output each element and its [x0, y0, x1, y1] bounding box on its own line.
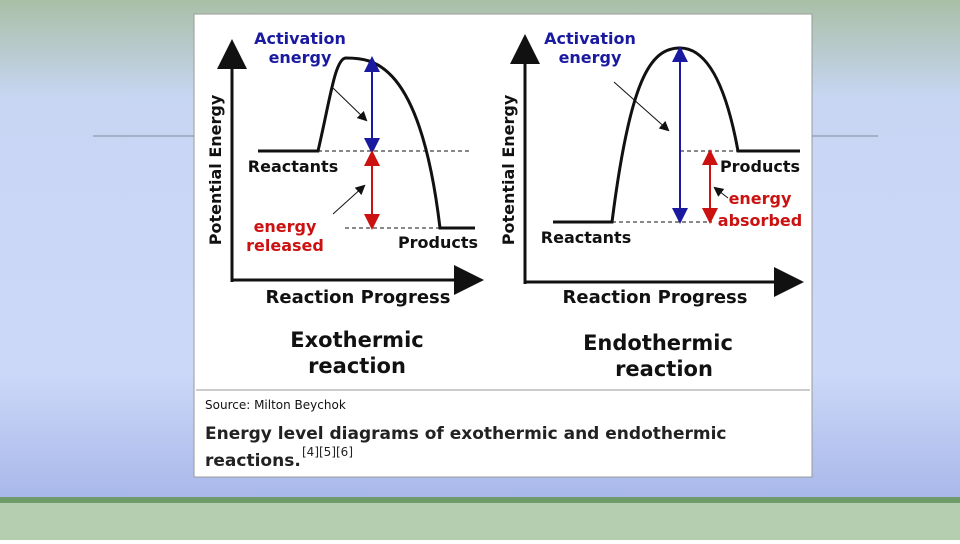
- footer-line: [0, 497, 960, 503]
- y-axis-label: Potential Energy: [499, 94, 518, 245]
- caption: reaction: [308, 354, 406, 378]
- description: reactions.: [205, 451, 301, 471]
- references: [4][5][6]: [302, 445, 353, 459]
- energy-label: energy: [254, 217, 317, 236]
- reactants-label: Reactants: [541, 228, 631, 247]
- pointer: [332, 184, 366, 215]
- pointer: [613, 81, 670, 132]
- description: Energy level diagrams of exothermic and …: [205, 424, 727, 444]
- pointer: [332, 87, 368, 122]
- energy-label: released: [246, 236, 324, 255]
- x-axis-label: Reaction Progress: [266, 287, 451, 308]
- products-label: Products: [398, 233, 478, 252]
- caption: Exothermic: [290, 328, 423, 352]
- energy-label: absorbed: [718, 211, 802, 230]
- reactants-label: Reactants: [248, 157, 338, 176]
- products-label: Products: [720, 157, 800, 176]
- activation-label: energy: [269, 48, 332, 67]
- caption: Endothermic: [583, 331, 733, 355]
- activation-label: Activation: [254, 29, 346, 48]
- caption: reaction: [615, 357, 713, 381]
- level-lines: [318, 150, 470, 229]
- activation-label: energy: [559, 48, 622, 67]
- source: Source: Milton Beychok: [205, 398, 346, 412]
- x-axis-label: Reaction Progress: [563, 287, 748, 308]
- y-axis-label: Potential Energy: [206, 94, 225, 245]
- footer: [0, 503, 960, 540]
- activation-label: Activation: [544, 29, 636, 48]
- exothermic-diagram: [217, 39, 484, 295]
- pointer: [713, 186, 729, 199]
- energy-label: energy: [729, 189, 792, 208]
- figure: [193, 13, 813, 478]
- level-lines: [612, 150, 800, 223]
